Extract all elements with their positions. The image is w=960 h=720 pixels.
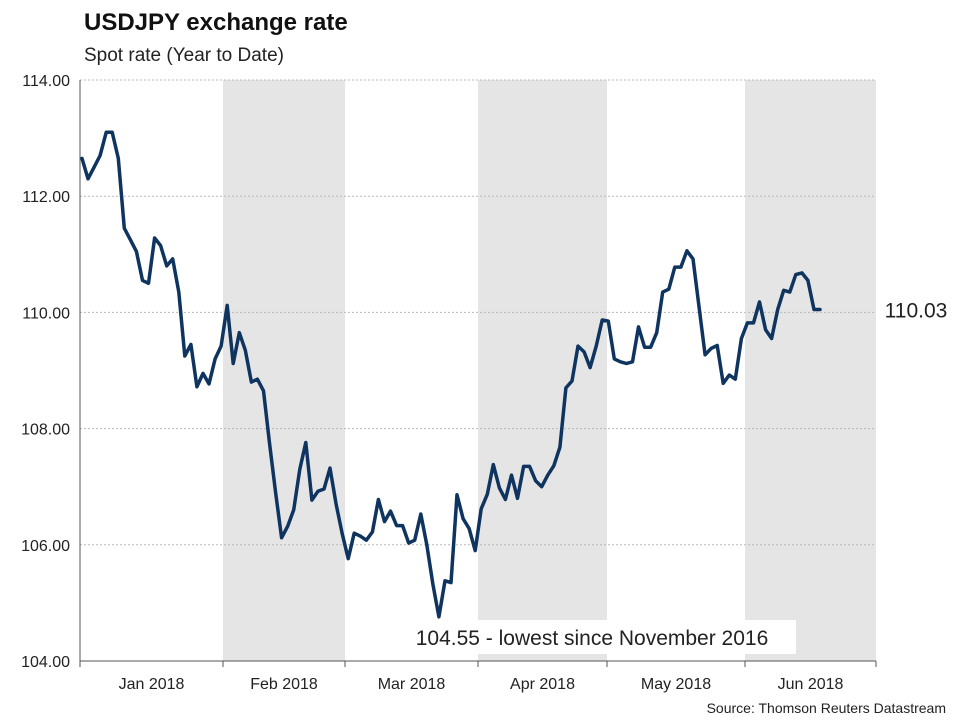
month-shading [223, 80, 876, 661]
plot-area [80, 130, 822, 619]
y-tick-label: 106.00 [21, 538, 70, 555]
x-tick-label: Jun 2018 [778, 676, 844, 693]
low-annotation-label: 104.55 - lowest since November 2016 [416, 627, 769, 650]
shaded-band-feb-2018 [223, 80, 345, 661]
x-tick-label: Jan 2018 [119, 676, 185, 693]
last-value-label: 110.03 [885, 300, 948, 323]
y-tick-label: 104.00 [21, 654, 70, 671]
chart-title: USDJPY exchange rate [84, 9, 348, 36]
x-tick-label: Apr 2018 [510, 676, 575, 693]
series-line [80, 130, 822, 619]
chart-subtitle: Spot rate (Year to Date) [84, 45, 284, 66]
low-annotation-box [388, 620, 796, 654]
source-note: Source: Thomson Reuters Datastream [706, 700, 946, 716]
x-tick-label: Feb 2018 [250, 676, 318, 693]
gridlines [80, 79, 876, 546]
y-tick-label: 108.00 [21, 422, 70, 439]
axes: 114.00 112.00 110.00 108.00 106.00 104.00 Jan … [21, 73, 877, 693]
x-tick-label: Mar 2018 [378, 676, 446, 693]
y-tick-label: 110.00 [22, 305, 70, 322]
shaded-band-jun-2018 [745, 80, 876, 661]
shaded-band-apr-2018 [478, 80, 607, 661]
annotations: 104.55 - lowest since November 2016 110.0… [388, 300, 947, 654]
y-tick-label: 112.00 [22, 189, 70, 206]
x-tick-label: May 2018 [641, 676, 711, 693]
y-tick-label: 114.00 [22, 73, 70, 90]
